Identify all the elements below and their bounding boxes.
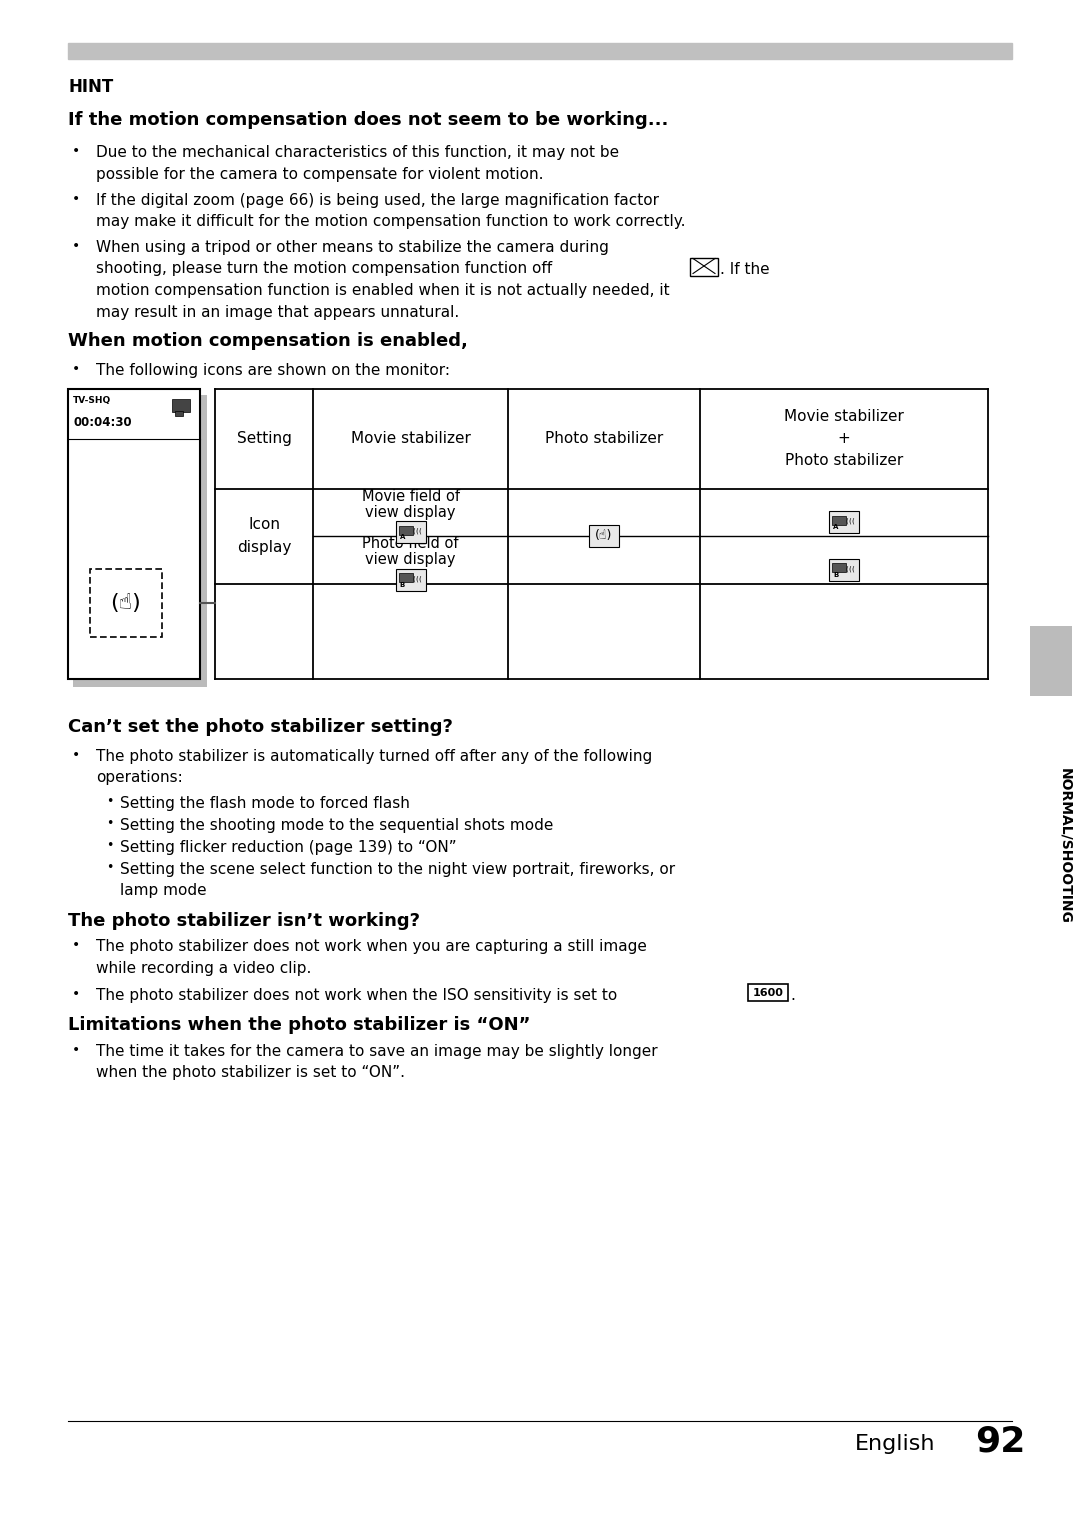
Text: possible for the camera to compensate for violent motion.: possible for the camera to compensate fo… <box>96 166 543 182</box>
Bar <box>172 398 190 412</box>
Text: Limitations when the photo stabilizer is “ON”: Limitations when the photo stabilizer is… <box>68 1016 530 1035</box>
Bar <box>399 526 413 534</box>
Bar <box>73 395 207 687</box>
Text: operations:: operations: <box>96 771 183 784</box>
Text: lamp mode: lamp mode <box>120 884 206 899</box>
Text: NORMAL/SHOOTING: NORMAL/SHOOTING <box>1058 768 1072 923</box>
Bar <box>832 563 846 572</box>
Bar <box>589 525 619 546</box>
Text: motion compensation function is enabled when it is not actually needed, it: motion compensation function is enabled … <box>96 282 670 298</box>
Text: •: • <box>72 143 80 159</box>
Text: •: • <box>72 191 80 206</box>
Text: •: • <box>72 987 80 1001</box>
Bar <box>399 574 413 583</box>
Text: (: ( <box>413 528 415 534</box>
Text: may result in an image that appears unnatural.: may result in an image that appears unna… <box>96 305 459 319</box>
Bar <box>68 389 200 679</box>
Text: A: A <box>834 525 839 530</box>
Text: The photo stabilizer does not work when you are capturing a still image: The photo stabilizer does not work when … <box>96 940 647 954</box>
Bar <box>175 410 183 415</box>
Text: 1600: 1600 <box>753 987 783 998</box>
Text: 92: 92 <box>975 1424 1025 1457</box>
Text: When motion compensation is enabled,: When motion compensation is enabled, <box>68 333 468 351</box>
Text: •: • <box>72 1042 80 1058</box>
Text: Setting the shooting mode to the sequential shots mode: Setting the shooting mode to the sequent… <box>120 818 553 833</box>
Text: •: • <box>72 748 80 761</box>
Text: Icon
display: Icon display <box>237 517 292 554</box>
Text: TV-SHQ: TV-SHQ <box>73 397 111 406</box>
Text: Photo stabilizer: Photo stabilizer <box>785 453 903 468</box>
Text: Photo field of: Photo field of <box>362 536 459 551</box>
Text: If the digital zoom (page 66) is being used, the large magnification factor: If the digital zoom (page 66) is being u… <box>96 192 659 208</box>
Bar <box>1030 626 1072 696</box>
Text: (: ( <box>413 575 415 581</box>
Text: Setting the flash mode to forced flash: Setting the flash mode to forced flash <box>120 797 410 810</box>
Text: 00:04:30: 00:04:30 <box>73 417 132 429</box>
Bar <box>690 258 718 276</box>
Text: (: ( <box>415 528 418 534</box>
Text: Due to the mechanical characteristics of this function, it may not be: Due to the mechanical characteristics of… <box>96 145 619 160</box>
Text: •: • <box>72 362 80 375</box>
Text: shooting, please turn the motion compensation function off: shooting, please turn the motion compens… <box>96 261 552 276</box>
Text: (: ( <box>846 517 849 525</box>
Text: (: ( <box>852 566 854 572</box>
Text: may make it difficult for the motion compensation function to work correctly.: may make it difficult for the motion com… <box>96 214 686 229</box>
Bar <box>748 984 788 1001</box>
Text: +: + <box>838 430 850 446</box>
Text: The photo stabilizer does not work when the ISO sensitivity is set to: The photo stabilizer does not work when … <box>96 987 618 1003</box>
Text: •: • <box>106 861 113 874</box>
Bar <box>395 522 426 543</box>
Text: English: English <box>855 1434 935 1454</box>
Text: •: • <box>106 795 113 807</box>
Text: The following icons are shown on the monitor:: The following icons are shown on the mon… <box>96 363 450 377</box>
Text: The photo stabilizer is automatically turned off after any of the following: The photo stabilizer is automatically tu… <box>96 748 652 763</box>
Text: Setting: Setting <box>237 430 292 446</box>
Text: Can’t set the photo stabilizer setting?: Can’t set the photo stabilizer setting? <box>68 719 453 737</box>
Text: (: ( <box>849 517 851 525</box>
Text: •: • <box>106 839 113 852</box>
Text: •: • <box>106 816 113 830</box>
Text: Setting the scene select function to the night view portrait, fireworks, or: Setting the scene select function to the… <box>120 862 675 877</box>
Text: (: ( <box>418 528 421 534</box>
Text: (: ( <box>415 575 418 581</box>
Text: Setting flicker reduction (page 139) to “ON”: Setting flicker reduction (page 139) to … <box>120 839 457 855</box>
Text: . If the: . If the <box>720 261 770 276</box>
Text: view display: view display <box>365 505 456 520</box>
Text: B: B <box>400 581 405 588</box>
Bar <box>832 516 846 525</box>
Text: If the motion compensation does not seem to be working...: If the motion compensation does not seem… <box>68 111 669 130</box>
Text: Movie stabilizer: Movie stabilizer <box>784 409 904 424</box>
Text: Movie field of: Movie field of <box>362 488 459 504</box>
Text: (: ( <box>418 575 421 581</box>
Text: when the photo stabilizer is set to “ON”.: when the photo stabilizer is set to “ON”… <box>96 1065 405 1080</box>
Text: (: ( <box>852 517 854 525</box>
Text: (☝): (☝) <box>595 530 612 543</box>
Text: (: ( <box>849 566 851 572</box>
Text: view display: view display <box>365 552 456 568</box>
Bar <box>395 569 426 591</box>
Text: HINT: HINT <box>68 78 113 96</box>
Text: .: . <box>789 987 795 1003</box>
Text: The time it takes for the camera to save an image may be slightly longer: The time it takes for the camera to save… <box>96 1044 658 1059</box>
Text: The photo stabilizer isn’t working?: The photo stabilizer isn’t working? <box>68 911 420 929</box>
Text: (☝): (☝) <box>110 592 141 612</box>
Text: B: B <box>834 572 839 578</box>
Bar <box>68 43 1012 60</box>
Bar <box>90 569 162 636</box>
Text: while recording a video clip.: while recording a video clip. <box>96 961 311 977</box>
Text: When using a tripod or other means to stabilize the camera during: When using a tripod or other means to st… <box>96 240 609 255</box>
Text: Movie stabilizer: Movie stabilizer <box>351 430 471 446</box>
Text: Photo stabilizer: Photo stabilizer <box>545 430 663 446</box>
Text: •: • <box>72 240 80 253</box>
Text: •: • <box>72 938 80 952</box>
Text: (: ( <box>846 566 849 572</box>
Bar <box>829 559 859 581</box>
Bar <box>829 511 859 533</box>
Text: A: A <box>400 534 405 540</box>
